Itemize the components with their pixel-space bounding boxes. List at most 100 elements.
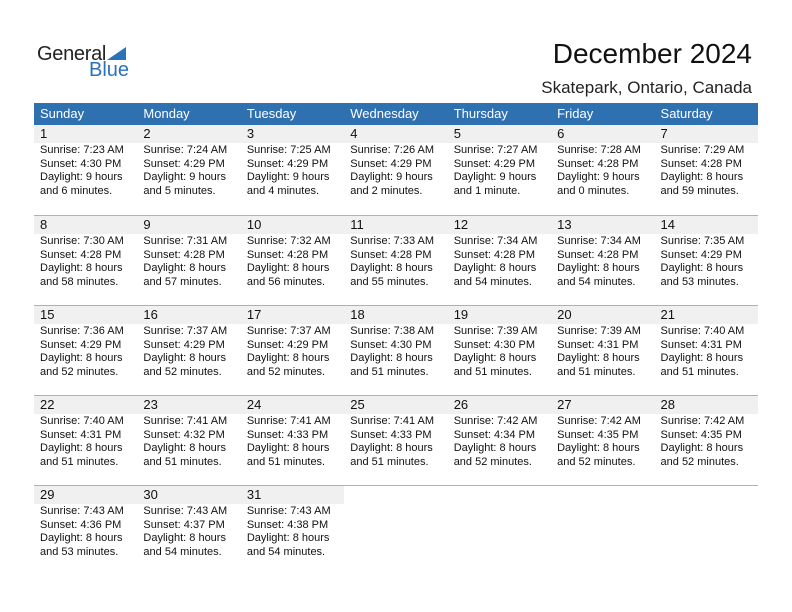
sunrise-time: Sunrise: 7:41 AM xyxy=(246,415,331,427)
sunset-time: Sunset: 4:28 PM xyxy=(40,248,122,261)
daylight-minutes: and 4 minutes. xyxy=(246,184,319,197)
daylight-minutes: and 51 minutes. xyxy=(143,455,222,468)
day-number: 3 xyxy=(240,125,345,143)
day-number: 8 xyxy=(34,216,138,234)
sunrise-time: Sunrise: 7:42 AM xyxy=(557,415,641,427)
sunset-time: Sunset: 4:29 PM xyxy=(660,248,742,261)
sunrise-time: Sunrise: 7:26 AM xyxy=(350,144,435,156)
sunrise-time: Sunrise: 7:43 AM xyxy=(143,505,228,517)
day-number: 22 xyxy=(34,396,138,414)
day-number: 14 xyxy=(654,216,758,234)
sunset-time: Sunset: 4:28 PM xyxy=(453,248,536,261)
daylight-hours: Daylight: 8 hours xyxy=(143,442,226,454)
sunset-time: Sunset: 4:30 PM xyxy=(453,338,536,351)
day-cell: 4 Sunrise: 7:26 AM Sunset: 4:29 PM Dayli… xyxy=(344,125,448,215)
daylight-hours: Daylight: 8 hours xyxy=(660,171,744,183)
day-number: 6 xyxy=(551,125,655,143)
daylight-hours: Daylight: 8 hours xyxy=(557,442,640,454)
daylight-minutes: and 52 minutes. xyxy=(557,455,636,468)
daylight-hours: Daylight: 9 hours xyxy=(40,171,123,183)
sunrise-time: Sunrise: 7:38 AM xyxy=(350,325,435,337)
day-number: 4 xyxy=(344,125,448,143)
daylight-hours: Daylight: 9 hours xyxy=(350,171,433,183)
daylight-minutes: and 53 minutes. xyxy=(660,275,739,288)
day-cell: 25 Sunrise: 7:41 AM Sunset: 4:33 PM Dayl… xyxy=(344,396,448,485)
sunrise-time: Sunrise: 7:23 AM xyxy=(40,144,124,156)
daylight-minutes: and 6 minutes. xyxy=(40,184,113,197)
sunrise-time: Sunrise: 7:41 AM xyxy=(143,415,228,427)
day-cell: 1 Sunrise: 7:23 AM Sunset: 4:30 PM Dayli… xyxy=(34,125,138,215)
day-number: 5 xyxy=(447,125,552,143)
sunset-time: Sunset: 4:36 PM xyxy=(40,518,122,531)
weekday-tuesday: Tuesday xyxy=(246,106,297,121)
day-cell: 17 Sunrise: 7:37 AM Sunset: 4:29 PM Dayl… xyxy=(240,306,345,395)
daylight-minutes: and 51 minutes. xyxy=(40,455,119,468)
daylight-minutes: and 54 minutes. xyxy=(143,545,222,558)
sunset-time: Sunset: 4:28 PM xyxy=(246,248,329,261)
daylight-minutes: and 2 minutes. xyxy=(350,184,423,197)
sunset-time: Sunset: 4:30 PM xyxy=(40,157,122,170)
day-cell: 10 Sunrise: 7:32 AM Sunset: 4:28 PM Dayl… xyxy=(240,216,345,305)
sunrise-time: Sunrise: 7:40 AM xyxy=(40,415,124,427)
daylight-hours: Daylight: 8 hours xyxy=(246,532,330,544)
day-cell: 3 Sunrise: 7:25 AM Sunset: 4:29 PM Dayli… xyxy=(240,125,345,215)
sunset-time: Sunset: 4:31 PM xyxy=(557,338,639,351)
day-number: 15 xyxy=(34,306,138,324)
daylight-hours: Daylight: 9 hours xyxy=(143,171,226,183)
sunset-time: Sunset: 4:29 PM xyxy=(453,157,536,170)
day-number: 23 xyxy=(137,396,241,414)
daylight-hours: Daylight: 8 hours xyxy=(40,532,123,544)
logo-text-general: General xyxy=(37,43,107,65)
sunset-time: Sunset: 4:31 PM xyxy=(40,428,122,441)
sunrise-time: Sunrise: 7:39 AM xyxy=(557,325,641,337)
daylight-minutes: and 52 minutes. xyxy=(40,365,119,378)
weekday-header: Sunday Monday Tuesday Wednesday Thursday Frid… xyxy=(34,103,758,125)
daylight-hours: Daylight: 8 hours xyxy=(143,352,226,364)
day-cell: 11 Sunrise: 7:33 AM Sunset: 4:28 PM Dayl… xyxy=(344,216,448,305)
weekday-thursday: Thursday xyxy=(453,106,508,121)
sunset-time: Sunset: 4:29 PM xyxy=(350,157,432,170)
day-cell: 23 Sunrise: 7:41 AM Sunset: 4:32 PM Dayl… xyxy=(137,396,241,485)
day-cell: 27 Sunrise: 7:42 AM Sunset: 4:35 PM Dayl… xyxy=(551,396,655,485)
day-number: 24 xyxy=(240,396,345,414)
daylight-minutes: and 5 minutes. xyxy=(143,184,216,197)
day-cell: 30 Sunrise: 7:43 AM Sunset: 4:37 PM Dayl… xyxy=(137,486,241,575)
week-row: 15 Sunrise: 7:36 AM Sunset: 4:29 PM Dayl… xyxy=(34,305,758,395)
day-cell: 2 Sunrise: 7:24 AM Sunset: 4:29 PM Dayli… xyxy=(137,125,241,215)
day-number: 19 xyxy=(447,306,552,324)
daylight-hours: Daylight: 8 hours xyxy=(40,262,123,274)
sunrise-time: Sunrise: 7:37 AM xyxy=(143,325,228,337)
daylight-minutes: and 0 minutes. xyxy=(557,184,630,197)
sunset-time: Sunset: 4:30 PM xyxy=(350,338,432,351)
sunrise-time: Sunrise: 7:34 AM xyxy=(453,235,538,247)
logo-text-blue: Blue xyxy=(89,59,130,81)
day-number: 18 xyxy=(344,306,448,324)
weekday-sunday: Sunday xyxy=(40,106,85,121)
weekday-saturday: Saturday xyxy=(660,106,713,121)
daylight-hours: Daylight: 8 hours xyxy=(143,262,226,274)
weekday-monday: Monday xyxy=(143,106,190,121)
page-title: December 2024 xyxy=(552,38,752,69)
sunset-time: Sunset: 4:28 PM xyxy=(350,248,432,261)
daylight-minutes: and 52 minutes. xyxy=(453,455,532,468)
sunrise-time: Sunrise: 7:42 AM xyxy=(660,415,745,427)
daylight-minutes: and 51 minutes. xyxy=(660,365,739,378)
sunrise-time: Sunrise: 7:29 AM xyxy=(660,144,745,156)
sunset-time: Sunset: 4:35 PM xyxy=(660,428,742,441)
sunset-time: Sunset: 4:28 PM xyxy=(660,157,742,170)
sunrise-time: Sunrise: 7:31 AM xyxy=(143,235,228,247)
week-row: 29 Sunrise: 7:43 AM Sunset: 4:36 PM Dayl… xyxy=(34,485,758,575)
daylight-hours: Daylight: 8 hours xyxy=(40,352,123,364)
sunset-time: Sunset: 4:34 PM xyxy=(453,428,536,441)
daylight-minutes: and 58 minutes. xyxy=(40,275,119,288)
day-cell: 14 Sunrise: 7:35 AM Sunset: 4:29 PM Dayl… xyxy=(654,216,758,305)
day-cell: 12 Sunrise: 7:34 AM Sunset: 4:28 PM Dayl… xyxy=(447,216,552,305)
sunset-time: Sunset: 4:33 PM xyxy=(350,428,432,441)
sunset-time: Sunset: 4:35 PM xyxy=(557,428,639,441)
day-number: 9 xyxy=(137,216,241,234)
sunset-time: Sunset: 4:37 PM xyxy=(143,518,225,531)
day-number: 31 xyxy=(240,486,345,504)
daylight-minutes: and 53 minutes. xyxy=(40,545,119,558)
daylight-minutes: and 51 minutes. xyxy=(557,365,636,378)
daylight-hours: Daylight: 8 hours xyxy=(557,352,640,364)
